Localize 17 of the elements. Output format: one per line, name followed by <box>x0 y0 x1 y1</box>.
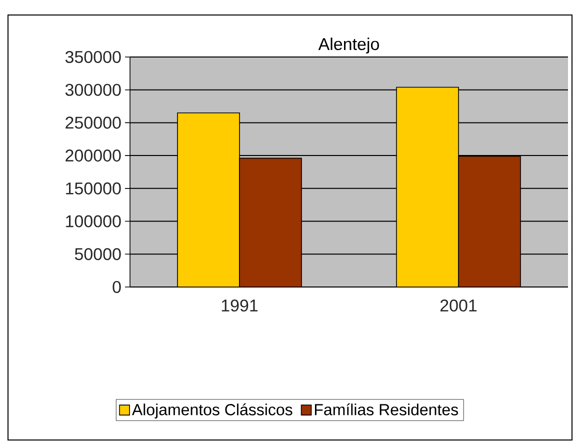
y-tick-label: 150000 <box>66 182 121 194</box>
y-tick-label: 250000 <box>66 116 121 129</box>
y-tick-label: 200000 <box>66 150 121 162</box>
bar <box>458 156 521 287</box>
bar <box>177 112 240 287</box>
x-tick-label: 1991 <box>222 300 258 312</box>
y-tick-label: 50000 <box>74 248 121 260</box>
chart-title: Alentejo <box>318 38 379 54</box>
legend-label: Famílias Residentes <box>314 403 458 416</box>
legend-label: Alojamentos Clássicos <box>132 403 292 419</box>
y-tick-label: 300000 <box>65 84 121 96</box>
y-tick-label: 100000 <box>66 215 121 228</box>
x-tick-label: 2001 <box>440 300 477 312</box>
y-tick-label: 350000 <box>65 50 121 64</box>
bar <box>239 158 302 287</box>
y-tick-label: 0 <box>112 280 121 294</box>
bar <box>396 86 459 287</box>
